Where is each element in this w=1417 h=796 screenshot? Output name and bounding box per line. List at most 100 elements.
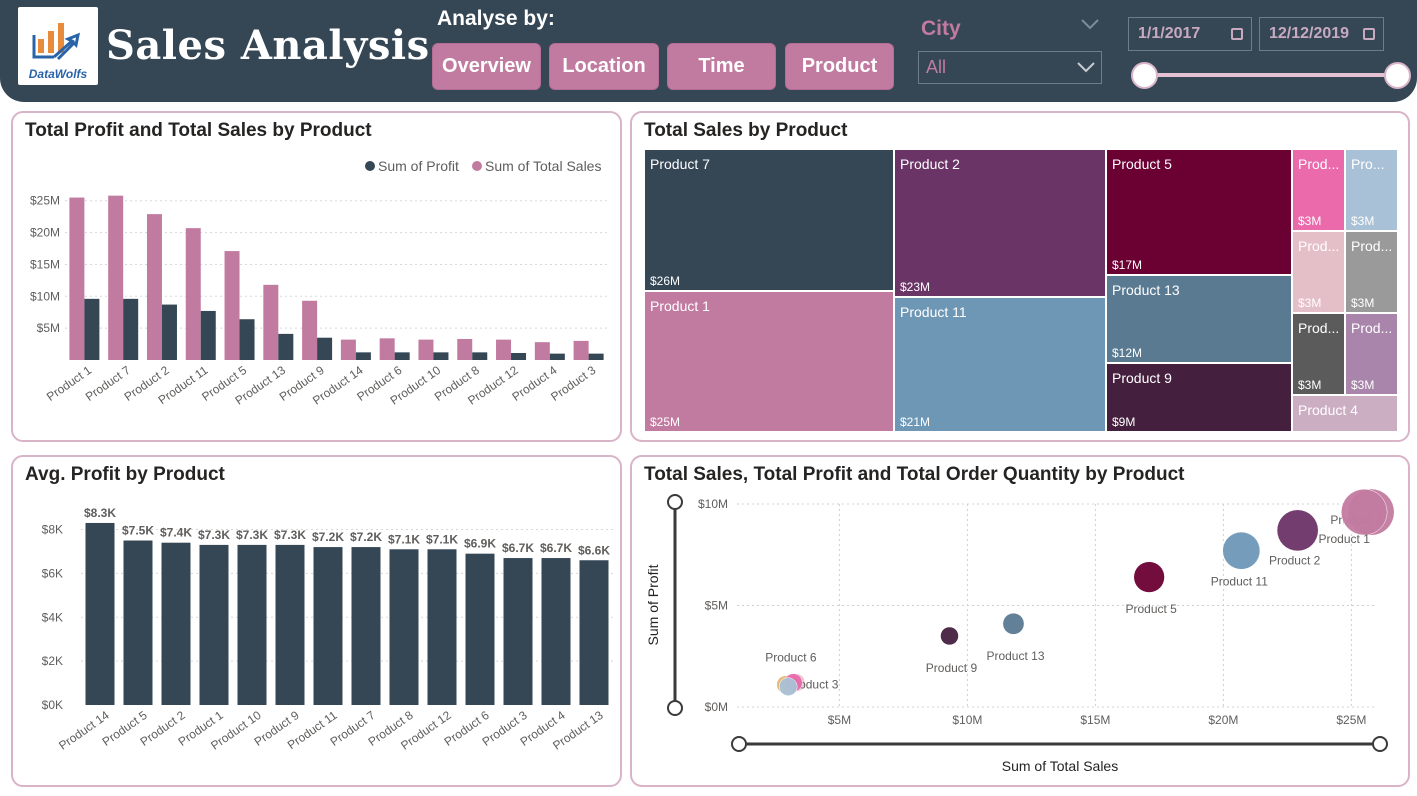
nav-product-button[interactable]: Product bbox=[785, 43, 894, 90]
bar-avg-profit bbox=[503, 558, 533, 705]
bar-data-label: $7.3K bbox=[198, 528, 230, 542]
bar-avg-profit bbox=[161, 542, 191, 705]
treemap-tile bbox=[1291, 394, 1399, 433]
city-dropdown[interactable]: All bbox=[918, 51, 1102, 84]
bar-data-label: $8.3K bbox=[84, 506, 116, 520]
bar-profit bbox=[278, 333, 294, 360]
bar-profit bbox=[588, 353, 604, 360]
bar-sales bbox=[418, 339, 434, 360]
chevron-down-icon[interactable] bbox=[1081, 18, 1099, 30]
x-zoom-handle bbox=[731, 736, 747, 752]
bar-profit bbox=[433, 352, 449, 360]
treemap-tile bbox=[893, 148, 1107, 298]
chart-title: Avg. Profit by Product bbox=[25, 464, 225, 485]
treemap-tile-value: $3M bbox=[1298, 378, 1321, 392]
bar-profit bbox=[239, 319, 255, 360]
y-zoom-handle bbox=[667, 700, 683, 716]
treemap-tile bbox=[1291, 148, 1346, 232]
bar-sales bbox=[496, 339, 512, 360]
bar-data-label: $7.4K bbox=[160, 526, 192, 540]
y-tick-label: $8K bbox=[42, 523, 63, 537]
treemap-tile-value: $3M bbox=[1351, 214, 1374, 228]
bar-sales bbox=[108, 195, 124, 360]
x-zoom-handle bbox=[1372, 736, 1388, 752]
bar-profit bbox=[394, 352, 410, 360]
bar-data-label: $6.7K bbox=[502, 541, 534, 555]
date-slider-start-handle[interactable] bbox=[1131, 62, 1158, 89]
bar-sales bbox=[146, 214, 162, 360]
treemap-tile-name: Prod... bbox=[1351, 238, 1392, 254]
chart-title: Total Sales by Product bbox=[644, 120, 848, 141]
bar-sales bbox=[69, 197, 85, 360]
y-tick-label: $5M bbox=[37, 321, 60, 335]
bar-sales bbox=[263, 284, 279, 360]
profit-sales-chart: Sum of Profit Sum of Total Sales $5M $10M $1… bbox=[30, 158, 608, 408]
chart-title: Total Sales, Total Profit and Total Orde… bbox=[644, 464, 1185, 485]
bar-avg-profit bbox=[541, 558, 571, 705]
end-date-value: 12/12/2019 bbox=[1269, 25, 1350, 42]
calendar-icon[interactable] bbox=[1231, 28, 1243, 40]
date-slider-end-handle[interactable] bbox=[1384, 62, 1411, 89]
bar-data-label: $7.3K bbox=[236, 528, 268, 542]
city-dropdown-value: All bbox=[926, 57, 947, 77]
bar-profit bbox=[549, 353, 565, 360]
bar-data-label: $7.2K bbox=[350, 530, 382, 544]
treemap-tile-name: Product 4 bbox=[1298, 402, 1358, 418]
calendar-icon[interactable] bbox=[1363, 28, 1375, 40]
treemap-tile-name: Prod... bbox=[1351, 320, 1392, 336]
treemap-tile-value: $17M bbox=[1112, 258, 1142, 272]
bar-avg-profit bbox=[427, 549, 457, 705]
treemap-tile-name: Product 13 bbox=[1112, 282, 1180, 298]
treemap-tile bbox=[1344, 148, 1399, 232]
y-tick-label: $5M bbox=[705, 599, 728, 613]
bar-sales bbox=[302, 300, 318, 360]
bar-profit bbox=[511, 352, 527, 360]
date-range-slider-track[interactable] bbox=[1144, 73, 1398, 77]
bar-avg-profit bbox=[465, 553, 495, 705]
bar-avg-profit bbox=[85, 522, 115, 705]
bar-sales bbox=[340, 339, 356, 360]
bar-profit bbox=[317, 337, 333, 360]
bar-profit bbox=[472, 352, 488, 360]
bar-avg-profit bbox=[313, 547, 343, 705]
chart-logo-icon bbox=[32, 23, 81, 61]
company-logo: DataWolfs bbox=[18, 7, 98, 85]
x-tick-label: $20M bbox=[1208, 713, 1238, 727]
bar-avg-profit bbox=[579, 560, 609, 705]
bar-profit bbox=[355, 352, 371, 360]
treemap-tile-name: Prod... bbox=[1298, 320, 1339, 336]
treemap-tile-name: Product 1 bbox=[650, 298, 710, 314]
y-zoom-handle bbox=[667, 494, 683, 510]
treemap-tile-value: $23M bbox=[900, 280, 930, 294]
treemap-tile-name: Product 7 bbox=[650, 156, 710, 172]
x-tick-label: Product 3 bbox=[548, 363, 598, 404]
bar-data-label: $6.7K bbox=[540, 541, 572, 555]
bar-data-label: $7.1K bbox=[426, 532, 458, 546]
treemap-tile-name: Product 5 bbox=[1112, 156, 1172, 172]
start-date-input[interactable]: 1/1/2017 bbox=[1128, 17, 1252, 51]
scatter-point-label: Product 5 bbox=[1125, 602, 1177, 616]
treemap-tile-value: $3M bbox=[1351, 378, 1374, 392]
scatter-point-label: Product 11 bbox=[1211, 575, 1268, 589]
treemap-tile-name: Product 2 bbox=[900, 156, 960, 172]
y-tick-label: $25M bbox=[30, 194, 60, 208]
chart-title: Total Profit and Total Sales by Product bbox=[25, 120, 372, 141]
analyse-by-label: Analyse by: bbox=[437, 7, 555, 30]
nav-location-button[interactable]: Location bbox=[549, 43, 659, 90]
bar-avg-profit bbox=[351, 547, 381, 705]
x-tick-label: Product 14 bbox=[56, 708, 112, 753]
bar-sales bbox=[573, 340, 589, 360]
header-bar: DataWolfs Sales Analysis Analyse by: Ove… bbox=[0, 0, 1417, 102]
scatter-point-label: Product 1 bbox=[1319, 532, 1371, 546]
scatter-panel: Total Sales, Total Profit and Total Orde… bbox=[630, 455, 1410, 787]
end-date-input[interactable]: 12/12/2019 bbox=[1259, 17, 1384, 51]
bar-avg-profit bbox=[275, 544, 305, 705]
treemap-panel: Total Sales by Product Product 7 $26M Prod… bbox=[630, 111, 1410, 442]
nav-time-button[interactable]: Time bbox=[667, 43, 776, 90]
treemap-tile bbox=[1105, 362, 1293, 433]
sales-treemap-chart: Product 7 $26M Product 1 $25M Product 2 $23M P… bbox=[643, 148, 1399, 433]
nav-overview-button[interactable]: Overview bbox=[432, 43, 541, 90]
avg-profit-panel: Avg. Profit by Product $0K $2K $4K $6K $8K $8… bbox=[11, 455, 622, 787]
treemap-tile bbox=[1105, 148, 1293, 276]
